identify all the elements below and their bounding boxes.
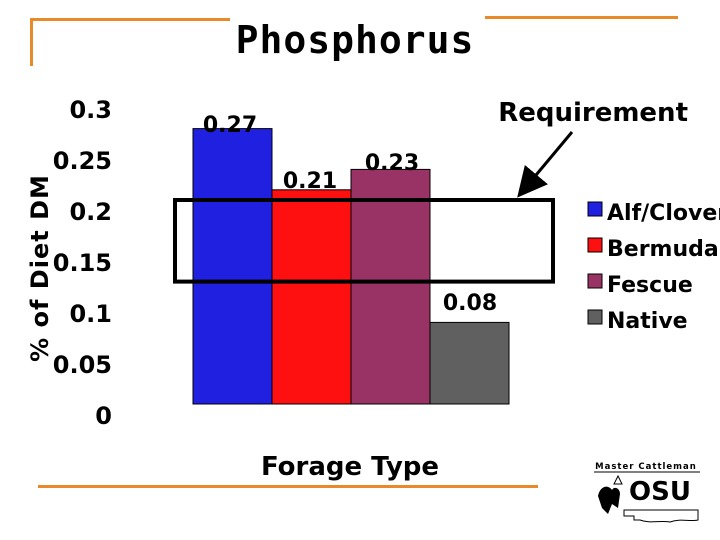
requirement-band (173, 198, 555, 284)
bar-fescue (350, 168, 431, 405)
legend-label: Bermuda (607, 237, 719, 262)
bar-alf-clover (192, 128, 273, 405)
legend: Alf/Clover Bermuda Fescue Native (587, 201, 720, 334)
bar-data-label: 0.23 (365, 151, 419, 176)
requirement-annotation: Requirement (498, 98, 688, 128)
legend-swatch (587, 237, 603, 253)
y-tick-label: 0.25 (53, 147, 112, 175)
legend-label: Alf/Clover (607, 201, 720, 226)
top-left-rule-vertical (30, 18, 33, 66)
legend-label: Fescue (607, 273, 693, 298)
logo-caption: Master Cattleman (595, 462, 697, 472)
bar-data-label: 0.27 (203, 113, 257, 138)
y-tick-label: 0 (95, 402, 112, 430)
logo-name: OSU (629, 477, 691, 507)
bars (192, 128, 510, 405)
bottom-rule (38, 485, 538, 488)
y-tick-label: 0.05 (53, 351, 112, 379)
legend-swatch (587, 201, 603, 217)
bar-data-labels: 0.27 0.21 0.23 0.08 (203, 113, 497, 316)
osu-master-cattleman-logo: Master Cattleman OSU (594, 462, 700, 523)
bar-data-label: 0.21 (283, 169, 337, 194)
slide-title: Phosphorus (235, 18, 475, 62)
requirement-arrow (517, 131, 574, 198)
bar-bermuda (271, 189, 352, 405)
y-tick-label: 0.2 (69, 198, 112, 226)
bar-data-label: 0.08 (443, 291, 497, 316)
y-tick-label: 0.1 (69, 300, 112, 328)
y-axis-label: % of Diet DM (26, 174, 54, 362)
legend-swatch (587, 273, 603, 289)
top-left-rule-horizontal (30, 18, 230, 21)
top-right-rule (485, 16, 678, 19)
y-tick-label: 0.15 (53, 249, 112, 277)
y-tick-label: 0.3 (69, 96, 112, 124)
y-axis-ticks: 0.3 0.25 0.2 0.15 0.1 0.05 0 (53, 96, 112, 430)
bar-native (429, 321, 510, 405)
x-axis-label: Forage Type (261, 452, 439, 482)
legend-label: Native (607, 309, 688, 334)
legend-swatch (587, 309, 603, 325)
